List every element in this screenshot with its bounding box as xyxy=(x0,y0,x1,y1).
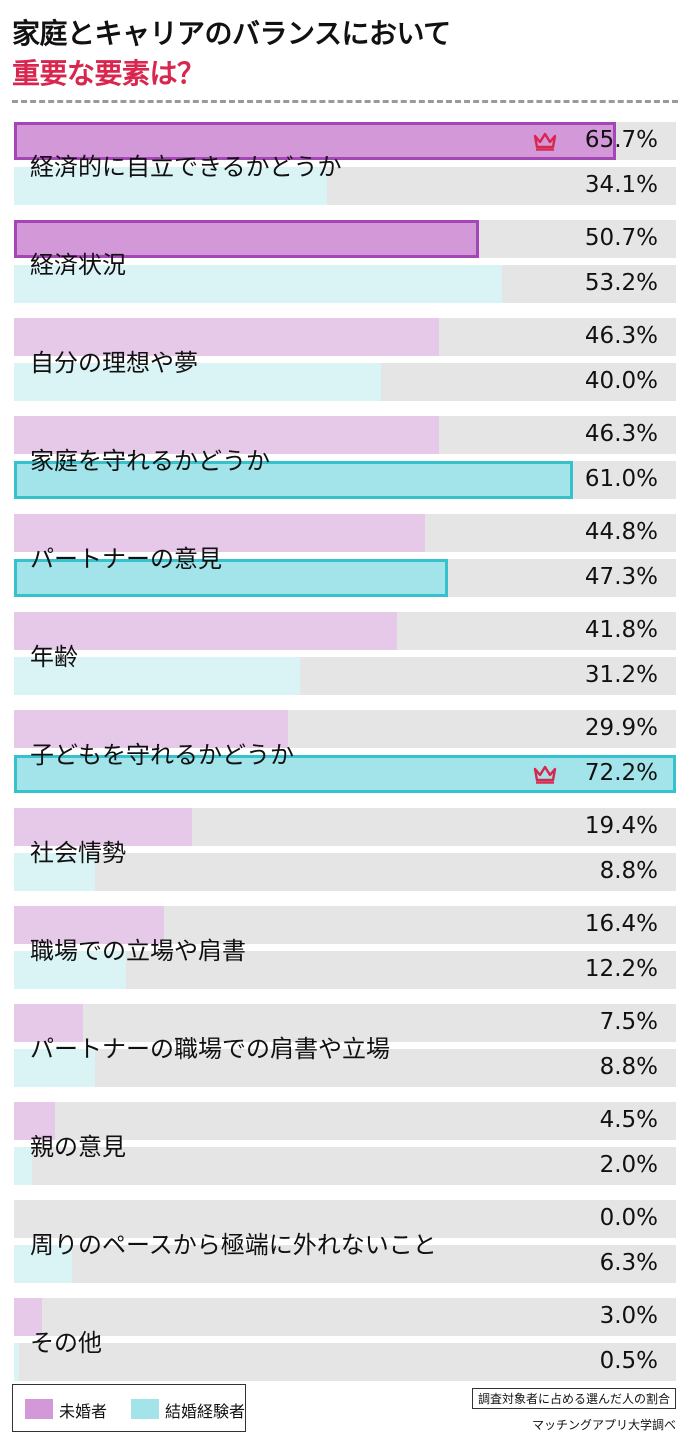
value-label: 6.3% xyxy=(599,1250,658,1276)
category-label: 経済状況 xyxy=(30,251,126,279)
bar-unmarried xyxy=(14,318,439,356)
value-label: 72.2% xyxy=(584,760,658,786)
bar-unmarried xyxy=(14,808,192,846)
value-label: 50.7% xyxy=(584,225,658,251)
value-label: 44.8% xyxy=(584,519,658,545)
bar-married xyxy=(14,657,300,695)
bar-track xyxy=(14,1004,676,1042)
bar-married xyxy=(14,363,381,401)
bar-unmarried xyxy=(14,1102,55,1140)
category-label: パートナーの職場での肩書や立場 xyxy=(30,1035,390,1063)
crown-icon xyxy=(533,765,557,784)
legend-swatch-unmarried xyxy=(25,1399,53,1419)
bar-track xyxy=(14,1147,676,1185)
bar-unmarried xyxy=(14,514,425,552)
category-label: 自分の理想や夢 xyxy=(30,349,198,377)
bar-married xyxy=(14,755,676,793)
title-divider xyxy=(12,100,678,103)
value-label: 34.1% xyxy=(584,172,658,198)
chart-subtitle: 重要な要素は？ xyxy=(12,57,205,90)
value-label: 0.0% xyxy=(599,1205,658,1231)
bar-unmarried xyxy=(14,122,616,160)
value-label: 3.0% xyxy=(599,1303,658,1329)
bar-unmarried xyxy=(14,1004,83,1042)
category-label: 社会情勢 xyxy=(30,839,126,867)
category-label: その他 xyxy=(30,1329,102,1357)
value-label: 2.0% xyxy=(599,1152,658,1178)
value-label: 8.8% xyxy=(599,1054,658,1080)
value-label: 12.2% xyxy=(584,956,658,982)
value-label: 31.2% xyxy=(584,662,658,688)
value-label: 61.0% xyxy=(584,466,658,492)
bar-track xyxy=(14,1049,676,1087)
value-label: 4.5% xyxy=(599,1107,658,1133)
bar-unmarried xyxy=(14,1298,42,1336)
value-label: 46.3% xyxy=(584,421,658,447)
bar-unmarried xyxy=(14,416,439,454)
bar-track xyxy=(14,1245,676,1283)
value-label: 7.5% xyxy=(599,1009,658,1035)
value-label: 40.0% xyxy=(584,368,658,394)
value-label: 46.3% xyxy=(584,323,658,349)
bar-married xyxy=(14,559,448,597)
category-label: 職場での立場や肩書 xyxy=(30,937,246,965)
value-label: 16.4% xyxy=(584,911,658,937)
bar-married xyxy=(14,461,573,499)
category-label: 親の意見 xyxy=(30,1133,126,1161)
value-label: 19.4% xyxy=(584,813,658,839)
bar-married xyxy=(14,951,126,989)
value-label: 65.7% xyxy=(584,127,658,153)
legend-label-unmarried: 未婚者 xyxy=(59,1402,108,1421)
crown-icon xyxy=(533,132,557,151)
category-label: 年齢 xyxy=(30,643,78,671)
bar-unmarried xyxy=(14,710,288,748)
bar-married xyxy=(14,853,95,891)
bar-track xyxy=(14,1343,676,1381)
category-label: 子どもを守れるかどうか xyxy=(30,741,294,769)
source-credit: マッチングアプリ大学調べ xyxy=(531,1418,676,1432)
legend-label-married: 結婚経験者 xyxy=(165,1402,246,1421)
bar-married xyxy=(14,1343,19,1381)
legend-swatch-married xyxy=(131,1399,159,1419)
value-label: 8.8% xyxy=(599,858,658,884)
bar-married xyxy=(14,1245,72,1283)
category-label: パートナーの意見 xyxy=(30,545,222,573)
bar-unmarried xyxy=(14,220,479,258)
bar-track xyxy=(14,1102,676,1140)
category-label: 経済的に自立できるかどうか xyxy=(30,153,342,181)
legend: 未婚者 結婚経験者 xyxy=(12,1384,246,1432)
bar-married xyxy=(14,167,327,205)
category-label: 周りのペースから極端に外れないこと xyxy=(30,1231,437,1259)
category-label: 家庭を守れるかどうか xyxy=(30,447,270,475)
value-label: 29.9% xyxy=(584,715,658,741)
value-label: 0.5% xyxy=(599,1348,658,1374)
bar-married xyxy=(14,1049,95,1087)
chart-title: 家庭とキャリアのバランスにおいて xyxy=(12,17,451,50)
value-label: 41.8% xyxy=(584,617,658,643)
value-label: 53.2% xyxy=(584,270,658,296)
bar-married xyxy=(14,1147,32,1185)
survey-note: 調査対象者に占める選んだ人の割合 xyxy=(471,1388,676,1409)
bar-track xyxy=(14,1200,676,1238)
bar-unmarried xyxy=(14,906,164,944)
bar-married xyxy=(14,265,502,303)
value-label: 47.3% xyxy=(584,564,658,590)
bar-track xyxy=(14,853,676,891)
bar-track xyxy=(14,1298,676,1336)
bar-unmarried xyxy=(14,612,397,650)
